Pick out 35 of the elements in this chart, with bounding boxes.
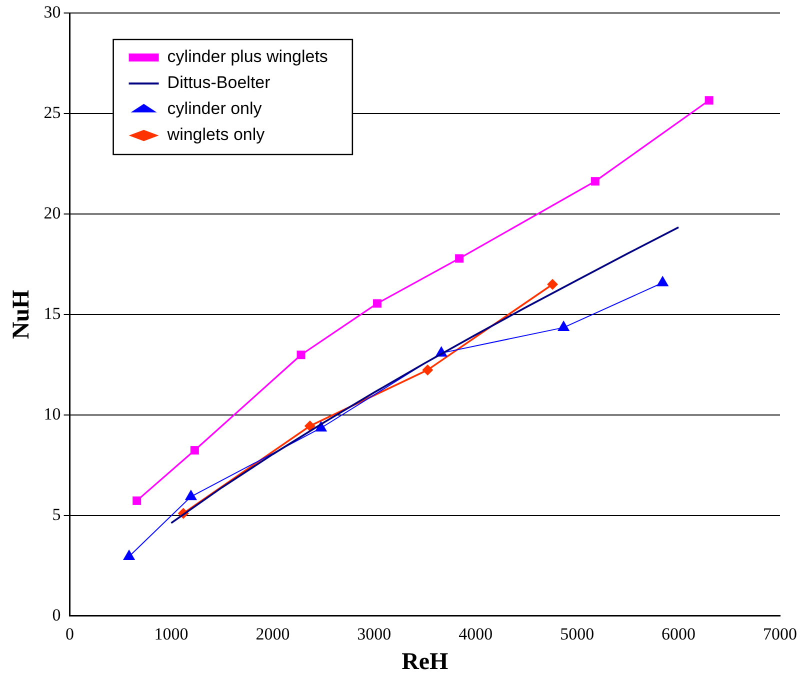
y-tick-label: 20 bbox=[44, 204, 61, 223]
point bbox=[184, 490, 197, 500]
y-tick-label: 0 bbox=[52, 605, 61, 624]
point bbox=[190, 446, 199, 455]
point bbox=[656, 276, 669, 286]
point bbox=[455, 254, 464, 263]
y-tick-label: 10 bbox=[44, 404, 61, 424]
legend-label: Dittus-Boelter bbox=[167, 73, 271, 92]
point bbox=[558, 320, 570, 332]
point bbox=[122, 550, 136, 560]
x-tick-label: 3000 bbox=[357, 624, 392, 644]
x-tick-label: 5000 bbox=[560, 624, 594, 644]
x-axis-title: ReH bbox=[402, 648, 449, 675]
legend-label: cylinder plus winglets bbox=[167, 47, 328, 66]
x-tick-label: 4000 bbox=[458, 624, 493, 644]
x-tick-label: 0 bbox=[66, 624, 74, 644]
y-tick-label: 15 bbox=[44, 304, 61, 323]
point bbox=[296, 350, 306, 360]
y-tick-label: 30 bbox=[44, 2, 61, 22]
y-axis-title: NuH bbox=[8, 290, 35, 340]
y-tick-label: 5 bbox=[52, 504, 61, 524]
point bbox=[422, 364, 434, 376]
x-tick-label: 6000 bbox=[662, 624, 696, 644]
point bbox=[304, 420, 316, 432]
point bbox=[590, 177, 600, 186]
y-tick-label: 25 bbox=[44, 103, 61, 122]
x-tick-label: 7000 bbox=[763, 624, 797, 644]
point bbox=[704, 96, 714, 105]
point bbox=[372, 299, 382, 308]
point bbox=[547, 278, 558, 290]
legend-label: cylinder only bbox=[167, 99, 262, 118]
point bbox=[132, 496, 142, 505]
x-tick-label: 2000 bbox=[256, 624, 290, 644]
legend-label: winglets only bbox=[166, 125, 266, 144]
x-tick-label: 1000 bbox=[154, 624, 188, 644]
